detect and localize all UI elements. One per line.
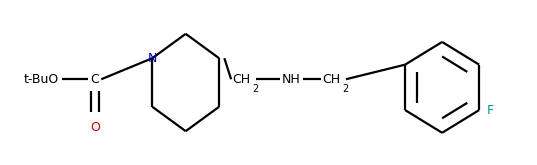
Text: F: F [487, 104, 494, 117]
Text: N: N [148, 52, 157, 65]
Text: t-BuO: t-BuO [24, 73, 59, 86]
Text: CH: CH [323, 73, 340, 86]
Text: 2: 2 [252, 84, 258, 94]
Text: 2: 2 [342, 84, 348, 94]
Text: O: O [90, 121, 100, 134]
Text: NH: NH [282, 73, 301, 86]
Text: CH: CH [233, 73, 251, 86]
Text: C: C [91, 73, 99, 86]
